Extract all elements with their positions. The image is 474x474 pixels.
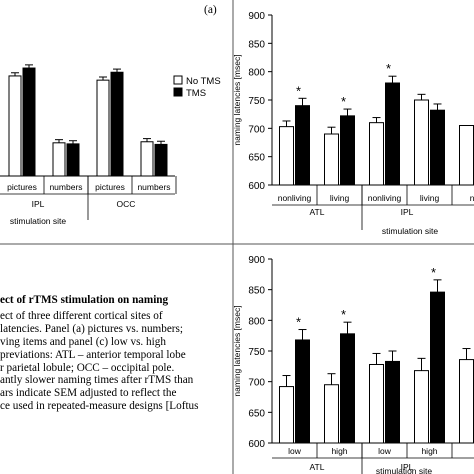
bar-no-tms — [8, 75, 22, 177]
significance-mark: * — [296, 315, 301, 330]
bar-tms — [110, 71, 124, 177]
bar-no-tms — [324, 384, 339, 444]
bar-tms — [295, 339, 310, 444]
x-axis-label: stimulation site — [376, 466, 432, 474]
group-label: OCC — [117, 199, 136, 209]
category-label: nonliving — [368, 193, 402, 203]
group-label: ATL — [310, 462, 325, 472]
y-tick-label: 750 — [248, 347, 265, 358]
bar-no-tms — [369, 122, 384, 186]
bar-tms — [385, 360, 400, 444]
chart-panel-c: 600 650 700 750 800 850 900 naming latencies [m… — [232, 255, 474, 474]
bar-tms — [154, 143, 168, 177]
y-tick-label: 900 — [248, 11, 265, 22]
category-label: no — [470, 193, 474, 203]
group-label: IPL — [401, 462, 414, 472]
significance-mark: * — [431, 265, 436, 280]
x-axis-label: stimulation site — [10, 216, 66, 226]
significance-mark: * — [341, 94, 346, 109]
category-label: pictures — [7, 182, 37, 192]
y-tick-label: 750 — [248, 96, 265, 107]
bar-tms — [66, 143, 80, 177]
bar-no-tms — [279, 386, 294, 444]
legend-label: No TMS — [186, 76, 221, 87]
caption-line: ving items and panel (c) low vs. high — [0, 335, 166, 348]
category-label: living — [330, 193, 350, 203]
category-label: high — [331, 446, 347, 456]
caption-line: ars indicate SEM adjusted to reflect the — [0, 387, 177, 400]
x-axis-label: stimulation site — [382, 226, 438, 236]
caption-line: antly slower naming times after rTMS tha… — [0, 374, 194, 387]
bar-tms — [22, 67, 36, 177]
chart-panel-b: 600 650 700 750 800 850 900 naming latencies [m… — [173, 11, 474, 236]
bar-no-tms — [414, 370, 429, 444]
significance-mark: * — [386, 61, 391, 76]
group-label: IPL — [32, 199, 45, 209]
bar-tms — [340, 333, 355, 444]
category-label: low — [378, 446, 392, 456]
category-label: numbers — [49, 182, 82, 192]
category-label: pictures — [95, 182, 125, 192]
significance-mark: * — [341, 307, 346, 322]
category-label: low — [288, 446, 302, 456]
caption-line: r parietal lobule; OCC – occipital pole. — [0, 361, 175, 374]
y-tick-label: 700 — [248, 124, 265, 135]
bar-no-tms — [324, 133, 339, 186]
caption-line: ce used in repeated-measure designs [Lof… — [0, 400, 199, 413]
significance-mark: * — [296, 83, 301, 98]
bar-no-tms — [414, 99, 429, 186]
category-label: nonliving — [278, 193, 312, 203]
bar-tms — [295, 105, 310, 186]
bar-no-tms — [96, 79, 110, 177]
y-tick-label: 600 — [248, 439, 265, 450]
bar-tms — [430, 109, 445, 186]
panel-a-label: (a) — [204, 4, 217, 16]
y-tick-label: 650 — [248, 408, 265, 419]
y-axis-label: naming latencies [msec] — [232, 305, 242, 396]
category-label: numbers — [137, 182, 170, 192]
y-tick-label: 850 — [248, 286, 265, 297]
group-label: ATL — [310, 207, 325, 217]
y-tick-label: 850 — [248, 39, 265, 50]
caption-line: latencies. Panel (a) pictures vs. number… — [0, 322, 183, 335]
bar-no-tms — [279, 126, 294, 186]
caption-line: previations: ATL – anterior temporal lob… — [0, 348, 186, 361]
figure-caption: ect of rTMS stimulation on naming ect of… — [0, 294, 232, 413]
bar-no-tms — [369, 363, 384, 444]
category-label: high — [421, 446, 437, 456]
bar-no-tms — [459, 359, 474, 444]
category-label: living — [420, 193, 440, 203]
y-tick-label: 700 — [248, 378, 265, 389]
y-tick-label: 650 — [248, 153, 265, 164]
y-tick-label: 900 — [248, 255, 265, 266]
bar-tms — [385, 82, 400, 186]
bar-no-tms — [140, 141, 154, 177]
caption-title: ect of rTMS stimulation on naming — [0, 294, 169, 306]
bar-tms — [430, 291, 445, 444]
legend-swatch — [173, 87, 183, 97]
bar-tms — [340, 115, 355, 186]
legend-label: TMS — [186, 88, 206, 99]
y-axis-label: naming latencies [msec] — [232, 54, 242, 145]
bar-no-tms — [459, 125, 474, 186]
y-tick-label: 800 — [248, 316, 265, 327]
y-tick-label: 600 — [248, 181, 265, 192]
bar-no-tms — [52, 142, 66, 177]
caption-line: ect of three different cortical sites of — [0, 309, 163, 322]
y-tick-label: 800 — [248, 68, 265, 79]
group-label: IPL — [401, 207, 414, 217]
chart-panel-a: pictures numbers pictures numbers IPL OCC stim… — [0, 64, 177, 226]
legend-swatch — [173, 75, 183, 85]
